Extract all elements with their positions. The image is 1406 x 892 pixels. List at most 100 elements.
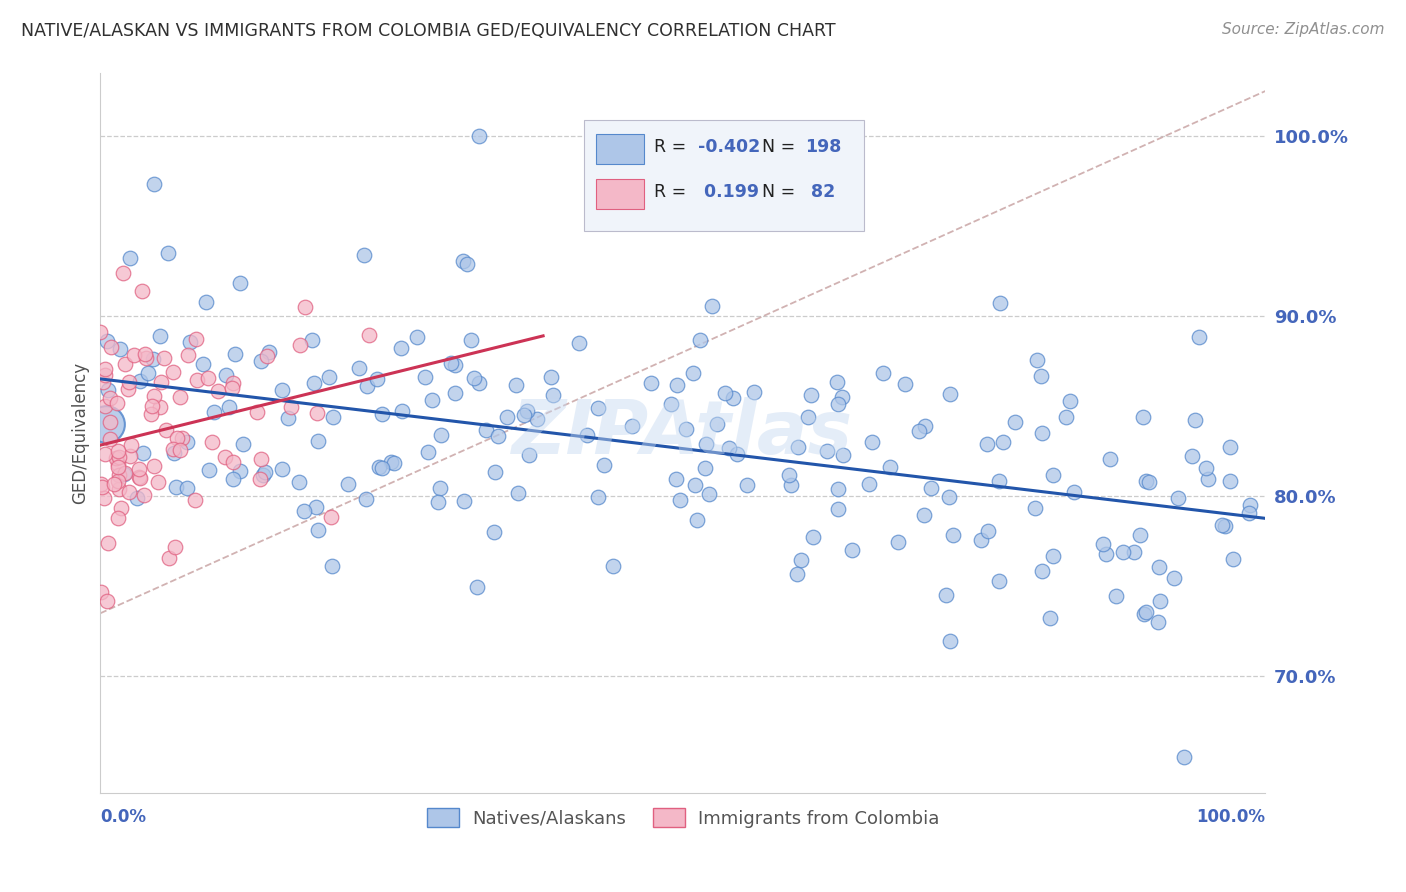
Point [186,373,208,387]
Point [114,466,136,480]
Point [89,325,111,339]
Point [1195,461,1218,475]
Point [1167,491,1189,505]
Point [108,342,131,356]
Point [1029,368,1052,383]
Point [162,442,184,457]
Point [132,488,155,502]
Text: Source: ZipAtlas.com: Source: ZipAtlas.com [1222,22,1385,37]
Text: NATIVE/ALASKAN VS IMMIGRANTS FROM COLOMBIA GED/EQUIVALENCY CORRELATION CHART: NATIVE/ALASKAN VS IMMIGRANTS FROM COLOMB… [21,22,835,40]
Point [592,458,614,472]
Point [169,390,191,404]
Point [686,513,709,527]
Point [141,407,163,421]
Point [380,455,402,469]
Point [157,551,180,566]
Point [912,508,935,523]
Point [988,474,1011,488]
Point [456,256,478,270]
Point [105,396,128,410]
Text: ZIPAtlas: ZIPAtlas [512,397,853,470]
Point [1025,353,1047,368]
Point [132,446,155,460]
Point [735,478,758,492]
Point [1181,449,1204,463]
Point [94,399,117,413]
Point [689,333,711,347]
Point [288,337,311,351]
Point [136,367,159,381]
Point [405,329,427,343]
Point [169,443,191,458]
Point [301,333,323,347]
Point [141,400,163,414]
Point [831,390,853,404]
Point [429,482,451,496]
Point [128,471,150,485]
Point [103,476,125,491]
Point [224,347,246,361]
Point [567,335,589,350]
Point [107,475,129,489]
Point [800,388,823,402]
Point [668,492,690,507]
FancyBboxPatch shape [583,120,863,231]
Point [366,372,388,386]
Point [149,329,172,343]
Point [1219,440,1241,454]
Point [1105,589,1128,603]
Point [779,478,801,492]
Point [288,475,311,490]
Point [506,486,529,500]
Text: N =: N = [762,183,801,201]
Point [110,501,132,516]
Point [1098,452,1121,467]
Point [1132,409,1154,424]
Point [453,494,475,508]
Point [353,248,375,262]
Point [1219,474,1241,488]
Point [894,377,917,392]
Point [250,451,273,466]
Point [1135,474,1157,488]
Point [194,294,217,309]
Point [155,423,177,437]
Point [440,356,463,370]
Point [858,477,880,491]
Point [1135,605,1157,619]
Text: 0.0%: 0.0% [100,808,146,826]
Text: 82: 82 [806,183,835,201]
Point [706,417,728,432]
Point [163,446,186,460]
Point [305,500,328,514]
Point [700,299,723,313]
Point [976,437,998,451]
Point [513,408,536,422]
Point [682,366,704,380]
Point [825,375,848,389]
Point [129,375,152,389]
Point [1184,413,1206,427]
Point [827,397,849,411]
Point [153,351,176,366]
Point [1042,549,1064,564]
Point [1111,545,1133,559]
Point [172,431,194,445]
Point [105,451,128,466]
Point [96,334,118,348]
Point [475,423,498,437]
Point [586,401,609,416]
Point [1222,551,1244,566]
Text: R =: R = [654,138,692,156]
Point [118,485,141,500]
Point [389,341,412,355]
Point [198,463,221,477]
Point [90,476,112,491]
Point [359,327,381,342]
Text: 100.0%: 100.0% [1197,808,1265,826]
Point [1239,498,1261,512]
Text: 198: 198 [806,138,842,156]
Text: N =: N = [762,138,801,156]
Point [1039,611,1062,625]
Point [1188,330,1211,344]
